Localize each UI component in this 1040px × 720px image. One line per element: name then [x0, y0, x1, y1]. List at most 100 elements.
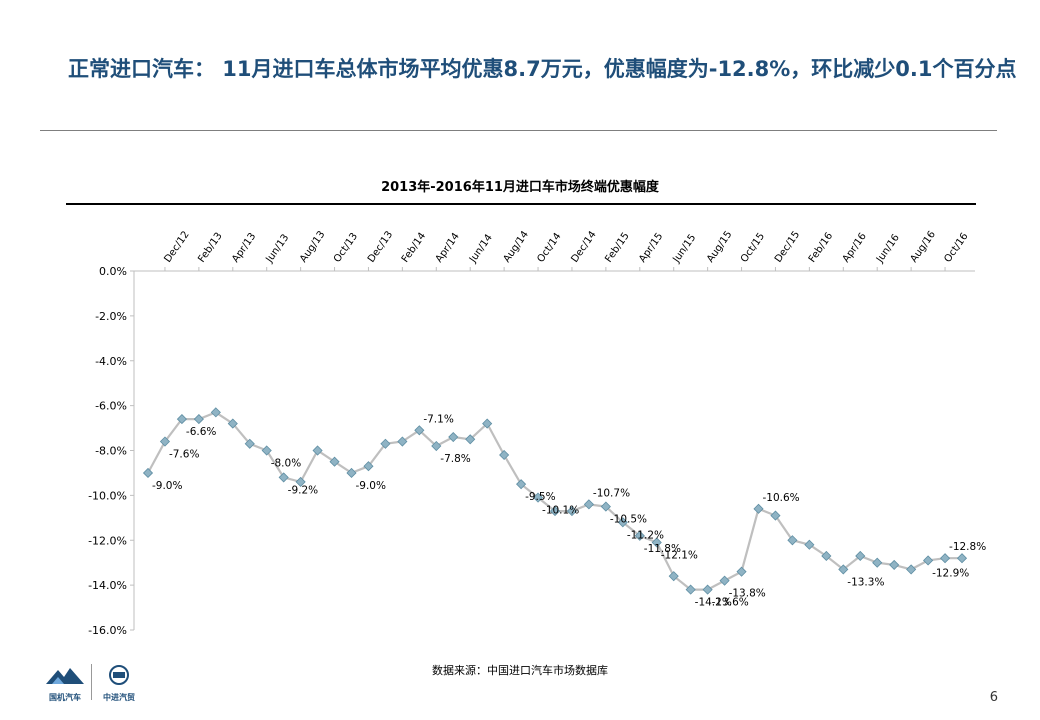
- data-point: [804, 539, 815, 550]
- x-tick-label: Aug/14: [502, 229, 531, 264]
- data-point: [668, 571, 679, 582]
- data-label: -13.6%: [712, 597, 749, 609]
- data-point: [855, 550, 866, 562]
- data-point: [939, 553, 951, 564]
- data-point: [872, 557, 883, 568]
- data-label: -12.9%: [932, 567, 969, 579]
- company-logo-right: 中进汽贸: [96, 664, 142, 703]
- data-point: [244, 438, 255, 449]
- data-point: [634, 530, 645, 541]
- company-logo-right-text: 中进汽贸: [103, 693, 135, 702]
- data-point: [821, 550, 832, 562]
- y-tick-label: -10.0%: [88, 489, 127, 502]
- x-tick-label: Oct/16: [942, 231, 970, 265]
- data-point: [261, 445, 272, 456]
- data-label: -14.2%: [695, 597, 732, 609]
- data-label: -7.1%: [423, 413, 453, 425]
- data-point: [210, 407, 221, 418]
- x-tick-label: Oct/14: [535, 231, 563, 265]
- x-tick-label: Jun/15: [671, 232, 699, 265]
- x-tick-label: Dec/13: [366, 229, 395, 264]
- data-point: [753, 503, 764, 514]
- data-label: -9.0%: [152, 480, 182, 492]
- x-tick-label: Dec/12: [162, 229, 191, 264]
- company-logo-left-text: 国机汽车: [49, 693, 81, 702]
- slide-title: 正常进口汽车： 11月进口车总体市场平均优惠8.7万元，优惠幅度为-12.8%，…: [68, 57, 1017, 81]
- data-point: [499, 449, 510, 461]
- data-point: [956, 553, 968, 564]
- x-tick-label: Dec/15: [773, 229, 802, 264]
- x-tick-label: Oct/13: [332, 231, 360, 265]
- data-label: -9.5%: [525, 491, 555, 503]
- data-label: -10.7%: [593, 487, 630, 499]
- data-point: [516, 479, 527, 490]
- x-tick-label: Aug/16: [909, 229, 938, 264]
- data-label: -11.8%: [644, 543, 681, 555]
- x-tick-label: Apr/15: [637, 231, 665, 265]
- y-tick-label: -14.0%: [88, 579, 127, 592]
- data-point: [227, 418, 238, 429]
- x-tick-label: Feb/15: [603, 231, 631, 265]
- data-point: [142, 467, 154, 479]
- data-label: -10.5%: [610, 514, 647, 526]
- x-tick-label: Dec/14: [569, 229, 598, 264]
- source-note: 数据来源：中国进口汽车市场数据库: [432, 664, 608, 677]
- x-tick-label: Jun/16: [874, 232, 902, 265]
- data-label: -12.1%: [661, 549, 698, 561]
- data-label: -8.0%: [271, 458, 301, 470]
- line-chart: 0.0% -2.0% -4.0% -6.0% -8.0% -10.0% -12.0% -14.…: [88, 229, 986, 637]
- data-point: [295, 476, 306, 487]
- data-point: [583, 499, 594, 510]
- data-point: [685, 584, 696, 595]
- company-logo-left: 国机汽车: [42, 664, 88, 703]
- data-label: -6.6%: [186, 426, 216, 438]
- data-label: -7.6%: [169, 449, 199, 461]
- data-label: -9.2%: [288, 484, 318, 496]
- data-point: [787, 535, 798, 546]
- data-point: [651, 537, 662, 548]
- data-point: [380, 438, 391, 449]
- data-point: [431, 440, 442, 452]
- data-label: -13.3%: [847, 576, 884, 588]
- data-point: [448, 431, 459, 443]
- y-tick-label: -16.0%: [88, 624, 127, 637]
- y-tick-label: 0.0%: [99, 265, 127, 278]
- data-point: [159, 436, 171, 447]
- page-number: 6: [989, 690, 998, 705]
- emblem-logo-icon: [109, 665, 129, 685]
- x-tick-label: Aug/15: [705, 229, 734, 264]
- data-point: [346, 467, 357, 479]
- data-label: -7.8%: [440, 453, 470, 465]
- data-point: [176, 414, 187, 425]
- data-point: [532, 492, 544, 503]
- x-tick-label: Feb/14: [400, 231, 428, 265]
- x-tick-label: Apr/16: [841, 231, 869, 265]
- data-point: [923, 555, 934, 566]
- x-tick-label: Apr/14: [434, 231, 462, 265]
- data-point: [770, 510, 781, 521]
- chart-title-divider: [66, 203, 976, 205]
- data-point: [600, 501, 611, 512]
- data-point: [736, 566, 747, 577]
- data-point: [465, 434, 476, 445]
- data-point: [617, 517, 628, 528]
- data-point: [414, 425, 425, 436]
- data-label: -13.8%: [729, 588, 766, 600]
- y-tick-label: -2.0%: [95, 310, 127, 323]
- data-point: [549, 506, 561, 517]
- y-tick-label: -8.0%: [95, 445, 127, 458]
- data-point: [397, 436, 408, 447]
- data-label: -10.6%: [763, 492, 800, 504]
- data-point: [193, 414, 204, 425]
- data-point: [719, 575, 730, 586]
- data-point: [329, 456, 340, 467]
- y-tick-label: -6.0%: [95, 400, 127, 413]
- y-tick-label: -12.0%: [88, 534, 127, 547]
- logo-separator: [91, 664, 92, 700]
- data-point: [838, 564, 849, 575]
- data-label: -12.8%: [949, 541, 986, 553]
- x-tick-label: Apr/13: [230, 231, 258, 265]
- x-tick-label: Oct/15: [739, 231, 767, 265]
- x-tick-label: Aug/13: [298, 229, 327, 264]
- title-divider: [40, 130, 997, 131]
